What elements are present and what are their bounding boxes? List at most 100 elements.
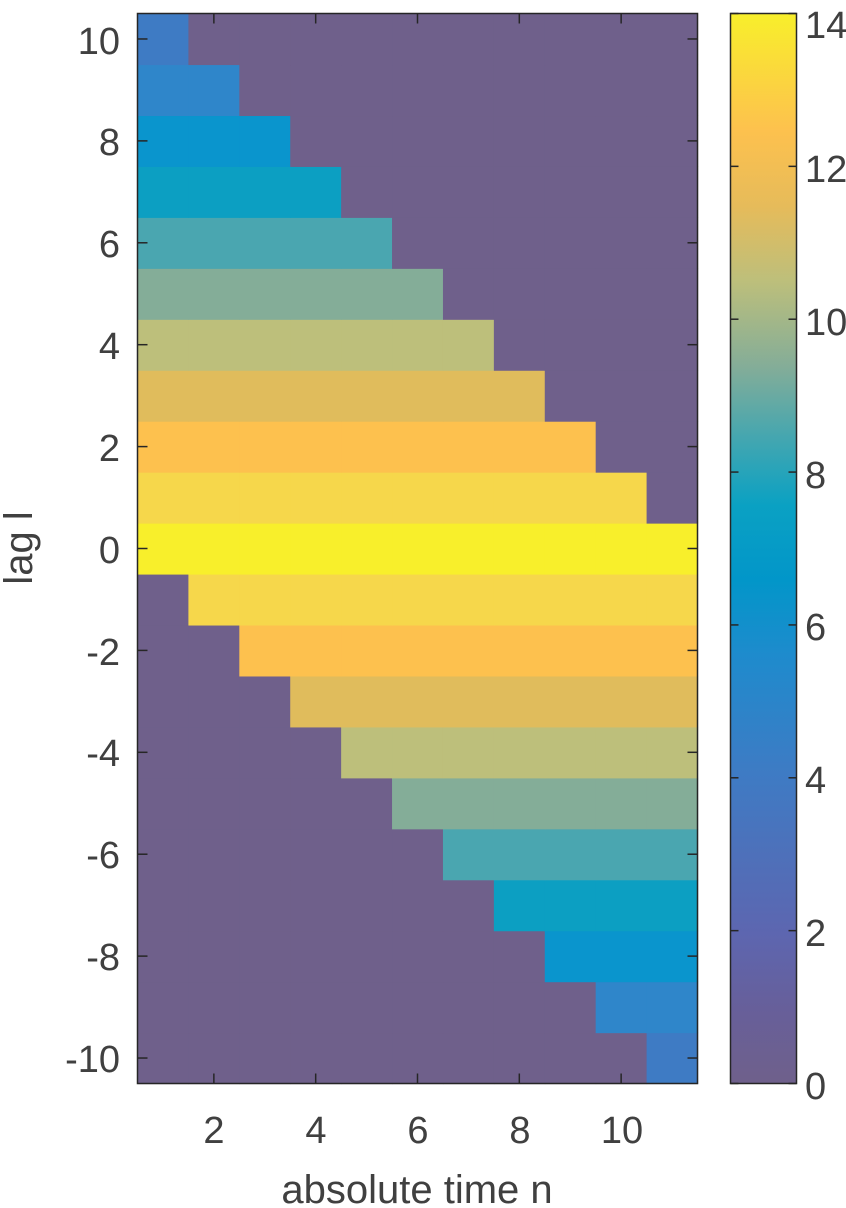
heatmap-cell bbox=[442, 879, 495, 932]
heatmap-cell bbox=[493, 319, 546, 371]
heatmap-cell bbox=[493, 115, 546, 167]
heatmap-cell bbox=[137, 64, 190, 117]
heatmap-cell bbox=[544, 13, 597, 66]
heatmap-cell bbox=[493, 828, 546, 881]
y-axis-label: lag l bbox=[0, 511, 41, 584]
y-tick-label-neg6: -6 bbox=[86, 835, 120, 877]
heatmap-cell bbox=[290, 573, 342, 626]
heatmap-cell bbox=[137, 268, 190, 320]
heatmap-cell bbox=[442, 217, 495, 269]
colorbar-tick-label-10: 10 bbox=[805, 302, 846, 344]
y-tick-label-neg10: -10 bbox=[65, 1039, 120, 1081]
x-tick-label-4: 4 bbox=[305, 1110, 326, 1152]
y-tick-label-4: 4 bbox=[99, 326, 120, 368]
colorbar-tick-labels: 14 12 10 8 6 4 2 0 bbox=[805, 5, 846, 1108]
heatmap-cell bbox=[341, 675, 393, 728]
heatmap-cell bbox=[290, 472, 342, 524]
heatmap-cell bbox=[239, 319, 291, 371]
heatmap-cell bbox=[493, 624, 546, 677]
heatmap-cell bbox=[188, 930, 240, 983]
heatmap-cell bbox=[595, 166, 648, 218]
heatmap-cell bbox=[239, 472, 291, 524]
heatmap-cell bbox=[595, 573, 648, 626]
heatmap-cell bbox=[290, 217, 342, 269]
heatmap-cell bbox=[290, 421, 342, 473]
heatmap-cell bbox=[188, 726, 240, 779]
heatmap-cell bbox=[442, 370, 495, 422]
heatmap-cell bbox=[544, 370, 597, 422]
heatmap-cell bbox=[137, 472, 190, 524]
x-tick-label-2: 2 bbox=[203, 1110, 224, 1152]
heatmap-cell bbox=[493, 472, 546, 524]
heatmap-cell bbox=[493, 573, 546, 626]
heatmap-cell bbox=[442, 166, 495, 218]
heatmap-cell bbox=[595, 64, 648, 117]
heatmap-cell bbox=[188, 828, 240, 881]
heatmap-cell bbox=[392, 268, 444, 320]
heatmap-cell bbox=[188, 268, 240, 320]
heatmap-cell bbox=[341, 370, 393, 422]
heatmap-cell bbox=[341, 217, 393, 269]
heatmap-cell bbox=[442, 64, 495, 117]
heatmap-cell bbox=[595, 879, 648, 932]
heatmap-cell bbox=[341, 472, 393, 524]
heatmap-cell bbox=[493, 777, 546, 830]
heatmap-cell bbox=[341, 319, 393, 371]
axis-ticks bbox=[137, 13, 698, 1084]
heatmap-cell bbox=[188, 166, 240, 218]
heatmap-cell bbox=[290, 64, 342, 117]
heatmap-cell bbox=[188, 64, 240, 117]
y-tick-label-2: 2 bbox=[99, 428, 120, 470]
heatmap-cell bbox=[544, 217, 597, 269]
heatmap-cell bbox=[239, 981, 291, 1034]
heatmap-cell bbox=[392, 624, 444, 677]
heatmap-cell bbox=[341, 64, 393, 117]
heatmap-cell bbox=[646, 64, 699, 117]
heatmap-cell bbox=[188, 777, 240, 830]
heatmap-cell bbox=[493, 981, 546, 1034]
heatmap-cell bbox=[392, 828, 444, 881]
heatmap-cell bbox=[341, 930, 393, 983]
heatmap-cell bbox=[493, 726, 546, 779]
heatmap-cell bbox=[595, 828, 648, 881]
heatmap-cell bbox=[290, 624, 342, 677]
heatmap-cell bbox=[544, 421, 597, 473]
heatmap-cell bbox=[493, 675, 546, 728]
heatmap-cell bbox=[341, 726, 393, 779]
heatmap-cell bbox=[493, 166, 546, 218]
y-tick-label-10: 10 bbox=[78, 21, 120, 63]
heatmap-cell bbox=[544, 523, 597, 575]
y-tick-label-neg4: -4 bbox=[86, 733, 120, 775]
heatmap-cell bbox=[239, 217, 291, 269]
heatmap-cell bbox=[595, 523, 648, 575]
heatmap-cell bbox=[442, 624, 495, 677]
heatmap-cell bbox=[239, 624, 291, 677]
heatmap-cell bbox=[595, 726, 648, 779]
heatmap-cell bbox=[544, 879, 597, 932]
heatmap-cell bbox=[341, 879, 393, 932]
heatmap-cell bbox=[137, 777, 190, 830]
heatmap-cell bbox=[442, 523, 495, 575]
heatmap-cell bbox=[290, 166, 342, 218]
heatmap-cell bbox=[595, 472, 648, 524]
heatmap-cell bbox=[595, 675, 648, 728]
heatmap-cell bbox=[341, 166, 393, 218]
heatmap-cell bbox=[442, 981, 495, 1034]
colorbar-ticks bbox=[730, 12, 797, 1085]
heatmap-cell bbox=[646, 166, 699, 218]
heatmap-cell bbox=[137, 573, 190, 626]
heatmap-cell bbox=[544, 115, 597, 167]
heatmap-cell bbox=[341, 828, 393, 881]
heatmap-cell bbox=[341, 777, 393, 830]
colorbar-tick-label-6: 6 bbox=[805, 607, 826, 649]
heatmap-cell bbox=[392, 930, 444, 983]
colorbar-tick-label-2: 2 bbox=[805, 913, 826, 955]
heatmap-cell bbox=[442, 1032, 495, 1085]
heatmap-cell bbox=[392, 472, 444, 524]
heatmap-cell bbox=[544, 675, 597, 728]
heatmap-cell bbox=[544, 472, 597, 524]
heatmap-cell bbox=[595, 777, 648, 830]
heatmap-cell bbox=[239, 13, 291, 66]
heatmap-cell bbox=[290, 675, 342, 728]
heatmap-cell bbox=[392, 64, 444, 117]
